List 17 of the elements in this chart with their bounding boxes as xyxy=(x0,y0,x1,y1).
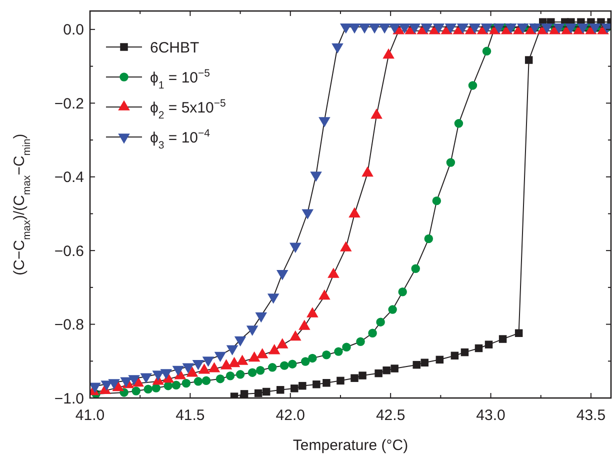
x-tick-label: 42.0 xyxy=(276,407,305,424)
y-tick-label: 0.0 xyxy=(63,22,84,39)
x-axis-title: Temperature (°C) xyxy=(292,437,408,454)
legend-label: ϕ$_{1}$ = 10$^{−5}$ xyxy=(150,67,210,92)
y-tick-label: −0.2 xyxy=(54,95,84,112)
y-tick-label: −0.4 xyxy=(54,169,84,186)
x-tick-label: 43.0 xyxy=(476,407,506,424)
y-tick-label: −0.6 xyxy=(54,242,84,260)
x-tick-label: 41.5 xyxy=(176,407,205,424)
y-tick-label: −0.8 xyxy=(54,316,84,334)
x-tick-label: 42.5 xyxy=(376,407,406,424)
x-tick-label: 41.0 xyxy=(75,407,105,424)
y-tick-label: −1.0 xyxy=(54,390,84,408)
legend-label: ϕ$_{3}$ = 10$^{−4}$ xyxy=(150,127,210,152)
legend-label: 6CHBT xyxy=(150,39,200,56)
x-tick-label: 43.5 xyxy=(576,407,606,424)
legend-label: ϕ$_{2}$ = 5x10$^{−5}$ xyxy=(150,97,226,122)
